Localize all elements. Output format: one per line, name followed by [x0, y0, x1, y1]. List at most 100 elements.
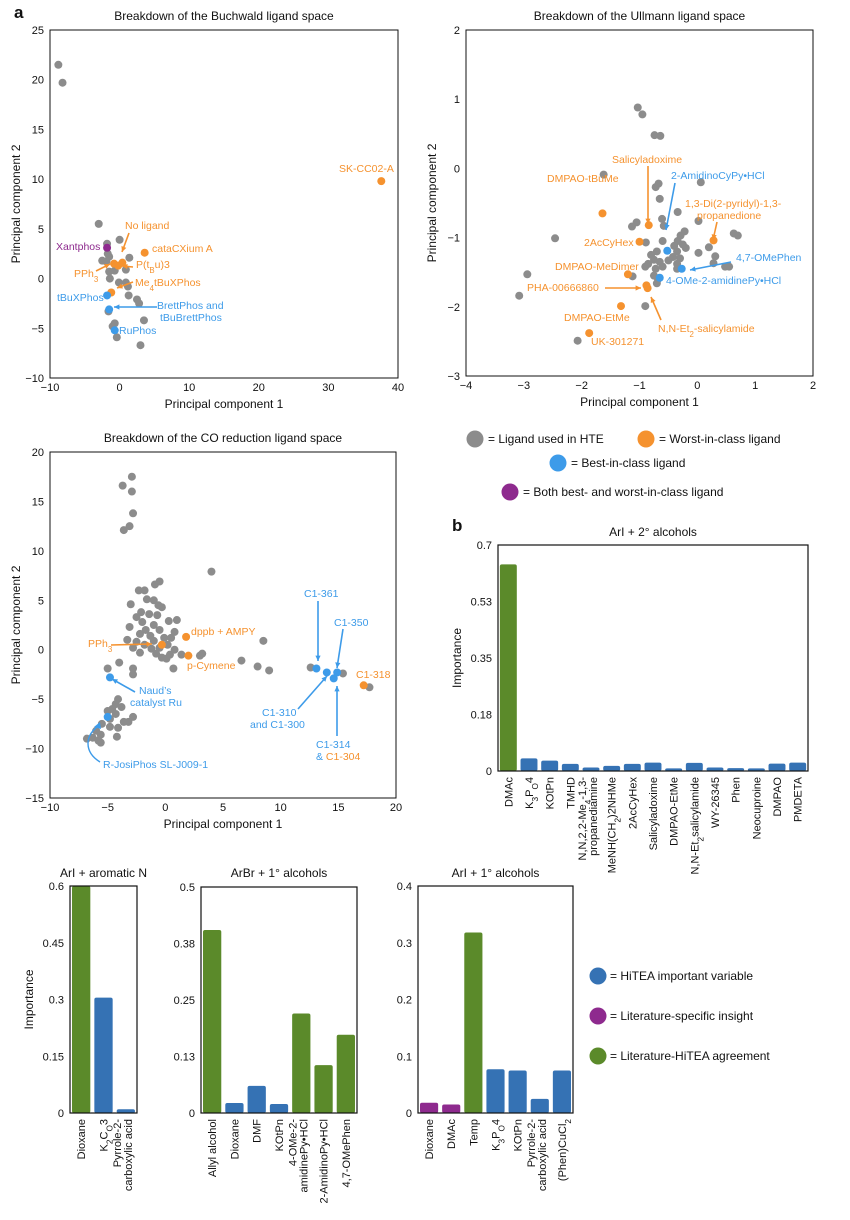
- bar: [603, 765, 621, 771]
- point-grey: [112, 333, 121, 342]
- point-grey: [599, 170, 608, 179]
- category-label: Temp: [468, 1119, 480, 1146]
- y-tick-label: 0: [38, 274, 44, 286]
- category-label: TMHD: [565, 777, 577, 809]
- legend-item: = Literature-specific insight: [589, 1007, 754, 1025]
- bar: [292, 1013, 311, 1113]
- point-grey: [664, 256, 673, 265]
- point-grey: [129, 509, 138, 518]
- legend-swatch-icon: [637, 430, 655, 448]
- y-tick-label: 0: [486, 766, 492, 778]
- point-grey: [149, 636, 158, 645]
- arrowhead-icon: [94, 722, 101, 729]
- x-tick-label: 40: [392, 382, 404, 394]
- arrowhead-icon: [121, 246, 127, 252]
- point-blue-highlight: [103, 291, 112, 300]
- legend-swatch-icon: [589, 1047, 607, 1065]
- point-grey: [658, 214, 667, 223]
- annotation-label: RuPhos: [119, 325, 156, 337]
- legend-label: = Literature-HiTEA agreement: [610, 1049, 770, 1063]
- category-label: amidinePy•HCl: [298, 1119, 310, 1193]
- legend-item: = Literature-HiTEA agreement: [589, 1047, 770, 1065]
- annotation-arrow: [689, 261, 732, 271]
- point-grey: [650, 131, 659, 140]
- point-grey: [658, 237, 667, 246]
- point-grey: [259, 636, 268, 645]
- bar: [203, 929, 222, 1113]
- plot-frame: [49, 451, 397, 799]
- point-grey: [111, 709, 120, 718]
- plot-frame: [497, 544, 809, 772]
- legend-item: = Best-in-class ligand: [549, 454, 685, 472]
- point-orange-highlight: [184, 651, 193, 660]
- legend-swatch-icon: [549, 454, 567, 472]
- y-tick-label: 5: [38, 595, 44, 607]
- point-orange-highlight: [643, 284, 652, 293]
- point-grey: [627, 222, 636, 231]
- category-label: Allyl alcohol: [207, 1119, 219, 1177]
- category-label: KOtPn: [545, 777, 557, 809]
- point-grey: [112, 732, 121, 741]
- arrowhead-icon: [112, 679, 118, 684]
- point-grey: [638, 110, 647, 119]
- annotation-arrow: [110, 643, 153, 646]
- point-grey: [198, 649, 207, 658]
- category-label: carboxylic acid: [123, 1119, 135, 1191]
- category-label: K3PO4: [491, 1119, 507, 1151]
- point-grey: [157, 603, 166, 612]
- annotation-label: PPh3: [88, 638, 113, 654]
- annotation-arrow: [665, 182, 676, 231]
- point-grey: [142, 595, 151, 604]
- bar-chart-ari_2_alcohols: ArI + 2° alcohols 0 0.18 0.35 0.53 0.7 Importa…: [450, 525, 809, 875]
- scatter-co_reduction: Breakdown of the CO reduction ligand spa…: [9, 431, 402, 831]
- bar: [644, 762, 662, 771]
- bar: [464, 932, 483, 1113]
- annotation-label: cataCXium A: [152, 243, 213, 255]
- category-label: N,N-Et2salicylamide: [689, 777, 705, 875]
- point-grey: [125, 253, 134, 262]
- point-grey: [125, 522, 134, 531]
- x-tick-label: 10: [275, 802, 287, 814]
- point-grey: [172, 616, 181, 625]
- plot-frame: [69, 885, 138, 1114]
- category-label: WY-26345: [710, 777, 722, 828]
- category-label: Dioxane: [76, 1119, 88, 1159]
- plot-frame: [49, 29, 399, 379]
- arrowhead-icon: [321, 676, 327, 682]
- point-grey: [651, 264, 660, 273]
- point-grey: [135, 299, 144, 308]
- annotation-label: No ligand: [125, 220, 170, 232]
- legend-label: = Literature-specific insight: [610, 1009, 754, 1023]
- point-grey: [696, 178, 705, 187]
- annotation-label: C1-318: [356, 669, 391, 681]
- point-grey: [681, 243, 690, 252]
- annotation-arrow: [336, 628, 344, 669]
- arrowhead-icon: [315, 655, 321, 661]
- bar: [582, 767, 600, 771]
- annotation-label: DMPAO-tBuMe: [547, 173, 619, 185]
- point-grey: [160, 633, 169, 642]
- x-axis-label: Principal component 1: [164, 817, 283, 831]
- x-tick-label: 0: [694, 380, 700, 392]
- arrowhead-icon: [114, 304, 120, 310]
- point-grey: [655, 194, 664, 203]
- arrowhead-icon: [650, 297, 656, 303]
- bar: [508, 1070, 527, 1113]
- y-tick-label: 0.3: [397, 938, 412, 950]
- point-orange-highlight: [644, 221, 653, 230]
- annotation-label: 4-OMe-2-amidinePy•HCl: [666, 275, 781, 287]
- arrowhead-icon: [146, 641, 152, 647]
- y-tick-label: 0: [454, 163, 460, 175]
- point-grey: [94, 219, 103, 228]
- point-orange-highlight: [157, 640, 166, 649]
- bar: [72, 886, 91, 1113]
- chart-title: ArI + 1° alcohols: [452, 866, 540, 880]
- point-grey: [658, 262, 667, 271]
- x-tick-label: −4: [460, 380, 473, 392]
- point-grey: [117, 703, 126, 712]
- point-grey: [124, 291, 133, 300]
- category-label: KOtPn: [513, 1119, 525, 1151]
- bar: [442, 1104, 461, 1113]
- x-tick-label: −10: [41, 382, 60, 394]
- annotation-label: & C1-304: [316, 751, 361, 763]
